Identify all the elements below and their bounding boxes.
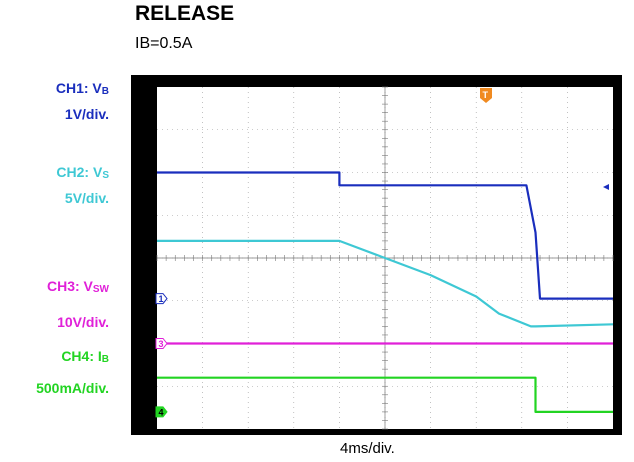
trigger-marker-text: T xyxy=(483,90,489,100)
x-axis-label: 4ms/div. xyxy=(340,440,395,457)
channel-marker-text-ch1: 1 xyxy=(159,294,164,304)
channel-marker-text-ch4: 4 xyxy=(159,407,164,417)
channel-marker-text-ch3: 3 xyxy=(159,339,164,349)
